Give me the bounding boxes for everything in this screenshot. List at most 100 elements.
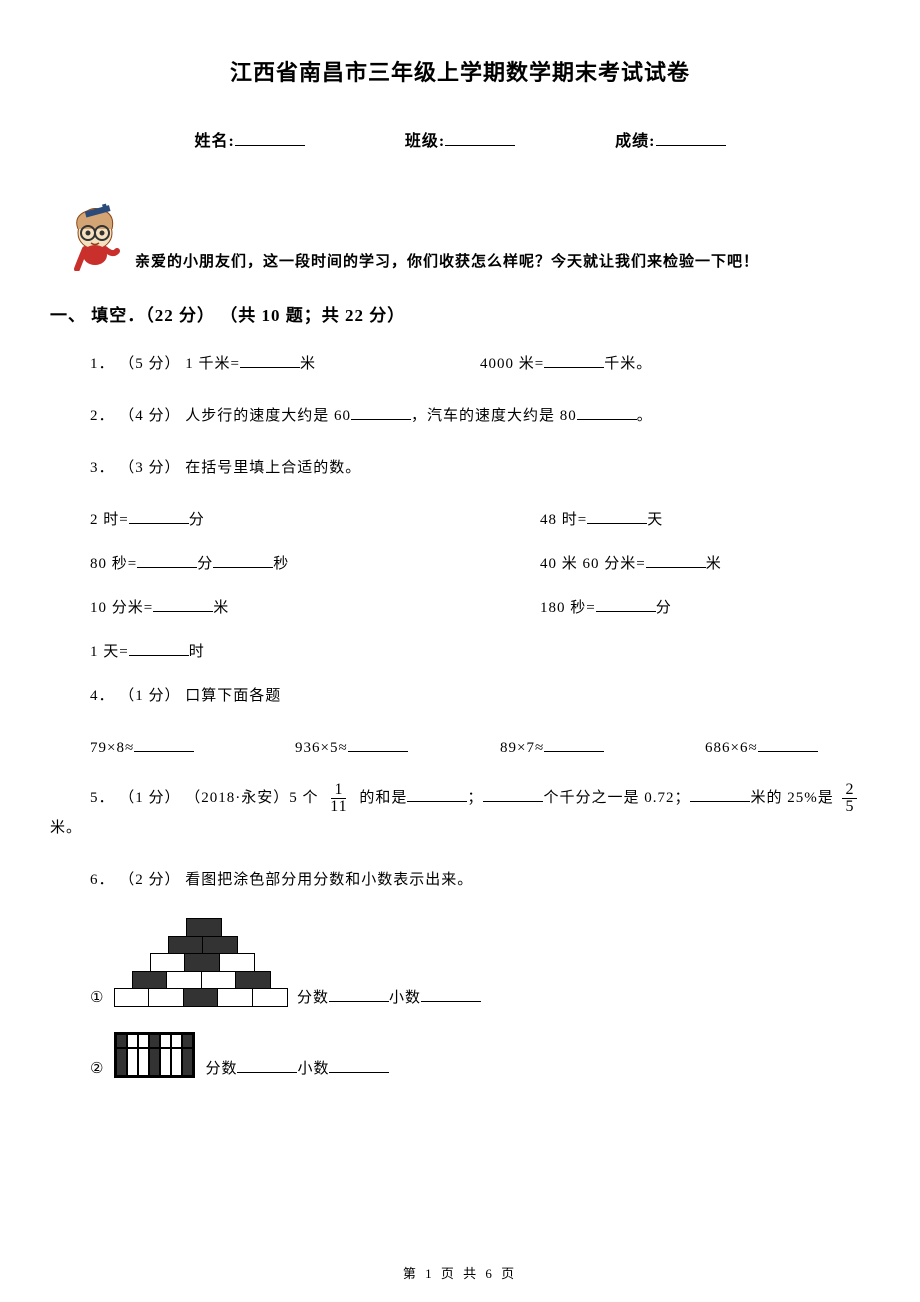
q3-row-2: 80 秒=分秒 40 米 60 分米=米 <box>50 551 870 573</box>
brick <box>184 953 220 972</box>
q3-r2-lb: 分 <box>197 556 213 572</box>
brick <box>201 971 237 990</box>
decimal-label: 小数 <box>297 1061 329 1077</box>
decimal-label: 小数 <box>389 990 421 1006</box>
q3-blank <box>646 551 706 568</box>
strip-cell <box>182 1048 193 1076</box>
q3-r3-lb: 米 <box>213 600 229 616</box>
q2-blank-1 <box>351 403 411 420</box>
q3-r3-ra: 180 秒= <box>540 600 596 616</box>
q3-r1-ra: 48 时= <box>540 512 587 528</box>
score-blank <box>656 128 726 146</box>
q6-figure-2: ② 分数 小数 <box>50 1032 870 1078</box>
q4-c3: 89×7≈ <box>500 740 544 756</box>
q3-blank <box>137 551 197 568</box>
q6-blank <box>329 985 389 1002</box>
mascot-icon <box>65 201 125 271</box>
exam-title: 江西省南昌市三年级上学期数学期末考试试卷 <box>50 55 870 87</box>
q6-blank <box>237 1056 297 1073</box>
frac-num: 1 <box>331 782 346 799</box>
q3-row-4: 1 天=时 <box>50 639 870 661</box>
strip-cell <box>171 1034 182 1048</box>
q5-blank <box>407 785 467 802</box>
pyramid-diagram <box>114 919 287 1007</box>
brick <box>183 988 219 1007</box>
brick <box>166 971 202 990</box>
page-footer: 第 1 页 共 6 页 <box>0 1263 920 1282</box>
strip-cell <box>138 1034 149 1048</box>
brick <box>186 918 222 937</box>
brick <box>132 971 168 990</box>
brick <box>168 936 204 955</box>
q5-a: 5． （1 分） （2018·永安）5 个 <box>50 790 319 806</box>
q3-r1-rb: 天 <box>647 512 663 528</box>
question-4-row: 79×8≈ 936×5≈ 89×7≈ 686×6≈ <box>50 735 870 757</box>
question-4-header: 4． （1 分） 口算下面各题 <box>50 683 870 710</box>
class-blank <box>445 128 515 146</box>
circled-2: ② <box>90 1059 104 1078</box>
question-3-header: 3． （3 分） 在括号里填上合适的数。 <box>50 455 870 482</box>
fraction-2-5: 2 5 <box>842 782 857 815</box>
q4-blank <box>134 735 194 752</box>
intro-text: 亲爱的小朋友们，这一段时间的学习，你们收获怎么样呢？今天就让我们来检验一下吧！ <box>135 250 759 271</box>
name-blank <box>235 128 305 146</box>
strip-cell <box>160 1034 171 1048</box>
q5-c: ； <box>467 790 483 806</box>
strip-cell <box>149 1048 160 1076</box>
q1-left-suffix: 米 <box>300 356 316 372</box>
q3-r3-la: 10 分米= <box>90 600 153 616</box>
q3-r2-ra: 40 米 60 分米= <box>540 556 646 572</box>
student-info-row: 姓名: 班级: 成绩: <box>50 127 870 151</box>
strip-cell <box>116 1048 127 1076</box>
fraction-label: 分数 <box>205 1061 237 1077</box>
q5-e: 米的 25%是 <box>750 790 833 806</box>
strip-cell <box>127 1048 138 1076</box>
q3-blank <box>153 595 213 612</box>
intro-row: 亲爱的小朋友们，这一段时间的学习，你们收获怎么样呢？今天就让我们来检验一下吧！ <box>50 201 870 271</box>
q3-r4-la: 1 天= <box>90 644 129 660</box>
brick <box>148 988 184 1007</box>
brick <box>114 988 150 1007</box>
q4-blank <box>758 735 818 752</box>
q4-blank <box>348 735 408 752</box>
q2-blank-2 <box>577 403 637 420</box>
q4-blank <box>544 735 604 752</box>
strip-cell <box>138 1048 149 1076</box>
question-2: 2． （4 分） 人步行的速度大约是 60 ，汽车的速度大约是 80 。 <box>50 403 870 430</box>
q4-c4: 686×6≈ <box>705 740 758 756</box>
q2-text-a: 2． （4 分） 人步行的速度大约是 60 <box>90 408 351 424</box>
brick <box>235 971 271 990</box>
name-label: 姓名: <box>194 127 234 151</box>
class-label: 班级: <box>405 127 445 151</box>
question-5: 5． （1 分） （2018·永安）5 个 1 11 的和是；个千分之一是 0.… <box>50 782 870 842</box>
brick <box>219 953 255 972</box>
q5-b: 的和是 <box>359 790 407 806</box>
strip-cell <box>171 1048 182 1076</box>
strip-diagram <box>114 1032 195 1078</box>
q1-right-suffix: 千米。 <box>604 356 652 372</box>
q3-r2-la: 80 秒= <box>90 556 137 572</box>
q3-blank <box>587 507 647 524</box>
q3-r2-lc: 秒 <box>273 556 289 572</box>
q3-row-3: 10 分米= 米 180 秒= 分 <box>50 595 870 617</box>
q1-left-prefix: 1． （5 分） 1 千米= <box>90 356 240 372</box>
q1-blank-1 <box>240 351 300 368</box>
q3-blank <box>129 639 189 656</box>
score-label: 成绩: <box>615 127 655 151</box>
q4-c1: 79×8≈ <box>90 740 134 756</box>
brick <box>252 988 288 1007</box>
q1-blank-2 <box>544 351 604 368</box>
q3-row-1: 2 时=分 48 时=天 <box>50 507 870 529</box>
strip-cell <box>116 1034 127 1048</box>
q3-r1-la: 2 时= <box>90 512 129 528</box>
q1-right-prefix: 4000 米= <box>480 356 544 372</box>
question-6-header: 6． （2 分） 看图把涂色部分用分数和小数表示出来。 <box>50 867 870 894</box>
q2-text-c: 。 <box>637 408 653 424</box>
q2-text-b: ，汽车的速度大约是 80 <box>411 408 577 424</box>
frac-den: 5 <box>842 799 857 815</box>
fraction-1-11: 1 11 <box>327 782 350 815</box>
q5-blank <box>483 785 543 802</box>
q3-blank <box>596 595 656 612</box>
q6-blank <box>421 985 481 1002</box>
q3-r3-rb: 分 <box>656 600 672 616</box>
